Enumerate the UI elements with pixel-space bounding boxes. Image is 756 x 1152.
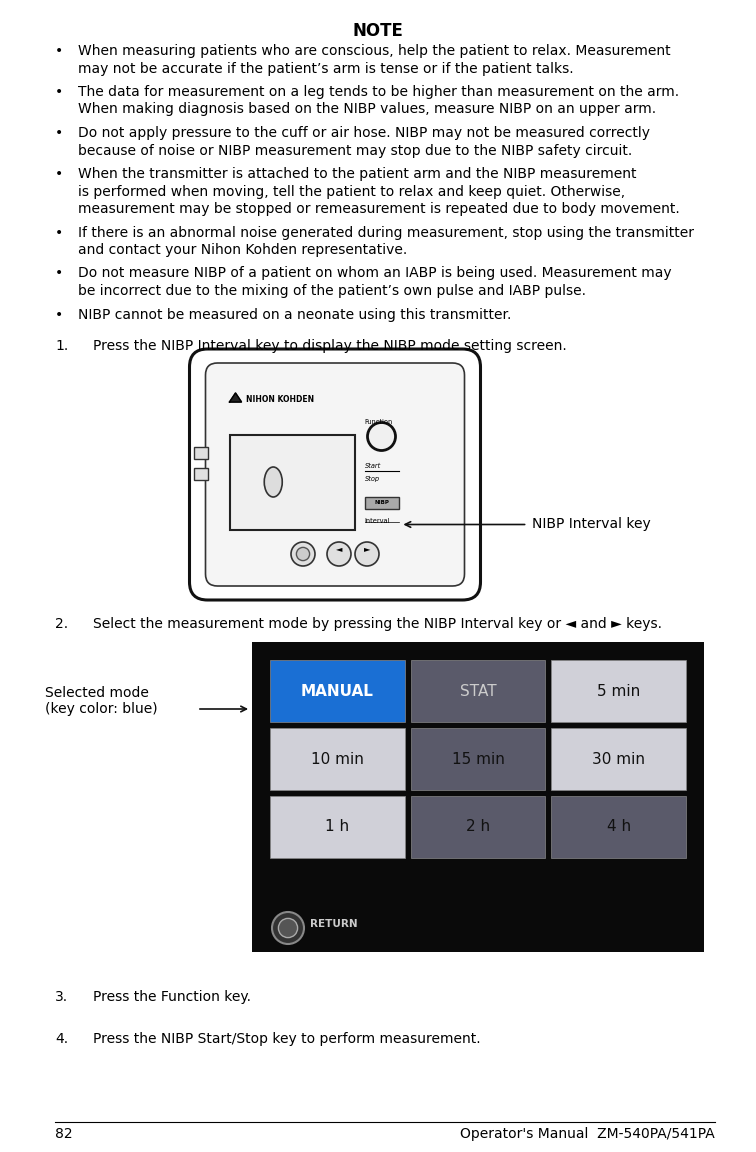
Text: 2 h: 2 h [466, 819, 490, 834]
FancyBboxPatch shape [270, 728, 404, 790]
Text: NIBP Interval key: NIBP Interval key [531, 517, 650, 531]
FancyBboxPatch shape [252, 642, 704, 952]
FancyBboxPatch shape [270, 796, 404, 858]
Text: 5 min: 5 min [597, 683, 640, 698]
FancyBboxPatch shape [190, 349, 481, 600]
FancyBboxPatch shape [551, 660, 686, 722]
Text: NIHON KOHDEN: NIHON KOHDEN [246, 395, 314, 404]
Text: Interval: Interval [364, 518, 390, 524]
Text: Do not apply pressure to the cuff or air hose. NIBP may not be measured correctl: Do not apply pressure to the cuff or air… [78, 126, 650, 141]
Text: When making diagnosis based on the NIBP values, measure NIBP on an upper arm.: When making diagnosis based on the NIBP … [78, 103, 656, 116]
FancyBboxPatch shape [411, 660, 545, 722]
Text: NIBP cannot be measured on a neonate using this transmitter.: NIBP cannot be measured on a neonate usi… [78, 308, 511, 321]
Text: 10 min: 10 min [311, 751, 364, 766]
Circle shape [327, 541, 351, 566]
Bar [194, 447, 207, 458]
Text: Selected mode
(key color: blue): Selected mode (key color: blue) [45, 685, 157, 717]
FancyBboxPatch shape [411, 728, 545, 790]
Circle shape [272, 912, 304, 943]
Circle shape [296, 547, 310, 561]
Text: Stop: Stop [364, 476, 380, 482]
Bar [194, 469, 207, 480]
Text: When the transmitter is attached to the patient arm and the NIBP measurement: When the transmitter is attached to the … [78, 167, 637, 181]
Text: 1 h: 1 h [325, 819, 349, 834]
Circle shape [367, 423, 395, 450]
Text: ►: ► [364, 545, 370, 553]
Text: •: • [55, 308, 64, 321]
Text: because of noise or NIBP measurement may stop due to the NIBP safety circuit.: because of noise or NIBP measurement may… [78, 144, 632, 158]
Text: 2.: 2. [55, 617, 68, 631]
Text: ◄: ◄ [336, 545, 342, 553]
Text: If there is an abnormal noise generated during measurement, stop using the trans: If there is an abnormal noise generated … [78, 226, 694, 240]
Circle shape [355, 541, 379, 566]
Text: NIBP: NIBP [374, 500, 389, 505]
Text: Do not measure NIBP of a patient on whom an IABP is being used. Measurement may: Do not measure NIBP of a patient on whom… [78, 266, 671, 280]
Text: and contact your Nihon Kohden representative.: and contact your Nihon Kohden representa… [78, 243, 407, 257]
Circle shape [278, 918, 298, 938]
FancyBboxPatch shape [270, 660, 404, 722]
Text: STAT: STAT [460, 683, 496, 698]
Text: Press the NIBP Start/Stop key to perform measurement.: Press the NIBP Start/Stop key to perform… [93, 1032, 481, 1046]
Text: may not be accurate if the patient’s arm is tense or if the patient talks.: may not be accurate if the patient’s arm… [78, 61, 574, 76]
Text: 82: 82 [55, 1127, 73, 1140]
FancyBboxPatch shape [206, 363, 464, 586]
Text: 15 min: 15 min [451, 751, 504, 766]
Text: Operator's Manual  ZM-540PA/541PA: Operator's Manual ZM-540PA/541PA [460, 1127, 715, 1140]
Text: Start: Start [364, 462, 381, 469]
Bar [364, 497, 398, 508]
Text: 4.: 4. [55, 1032, 68, 1046]
Text: •: • [55, 167, 64, 181]
FancyBboxPatch shape [551, 728, 686, 790]
Text: measurement may be stopped or remeasurement is repeated due to body movement.: measurement may be stopped or remeasurem… [78, 202, 680, 217]
Ellipse shape [265, 467, 282, 497]
Text: 1.: 1. [55, 339, 68, 353]
FancyBboxPatch shape [411, 796, 545, 858]
Polygon shape [230, 393, 241, 402]
Text: •: • [55, 226, 64, 240]
Text: •: • [55, 44, 64, 58]
Text: The data for measurement on a leg tends to be higher than measurement on the arm: The data for measurement on a leg tends … [78, 85, 679, 99]
Text: MANUAL: MANUAL [301, 683, 373, 698]
Text: Press the NIBP Interval key to display the NIBP mode setting screen.: Press the NIBP Interval key to display t… [93, 339, 567, 353]
Text: is performed when moving, tell the patient to relax and keep quiet. Otherwise,: is performed when moving, tell the patie… [78, 184, 625, 198]
Text: •: • [55, 126, 64, 141]
Bar [230, 434, 355, 530]
Text: Press the Function key.: Press the Function key. [93, 990, 251, 1005]
Text: 4 h: 4 h [606, 819, 631, 834]
FancyBboxPatch shape [551, 796, 686, 858]
Text: RETURN: RETURN [310, 919, 358, 929]
Text: 3.: 3. [55, 990, 68, 1005]
Text: be incorrect due to the mixing of the patient’s own pulse and IABP pulse.: be incorrect due to the mixing of the pa… [78, 285, 586, 298]
Text: •: • [55, 85, 64, 99]
Circle shape [291, 541, 315, 566]
Text: 30 min: 30 min [592, 751, 645, 766]
Text: NOTE: NOTE [352, 22, 404, 40]
Text: When measuring patients who are conscious, help the patient to relax. Measuremen: When measuring patients who are consciou… [78, 44, 671, 58]
Text: Function: Function [364, 419, 393, 425]
Text: •: • [55, 266, 64, 280]
Text: Select the measurement mode by pressing the NIBP Interval key or ◄ and ► keys.: Select the measurement mode by pressing … [93, 617, 662, 631]
